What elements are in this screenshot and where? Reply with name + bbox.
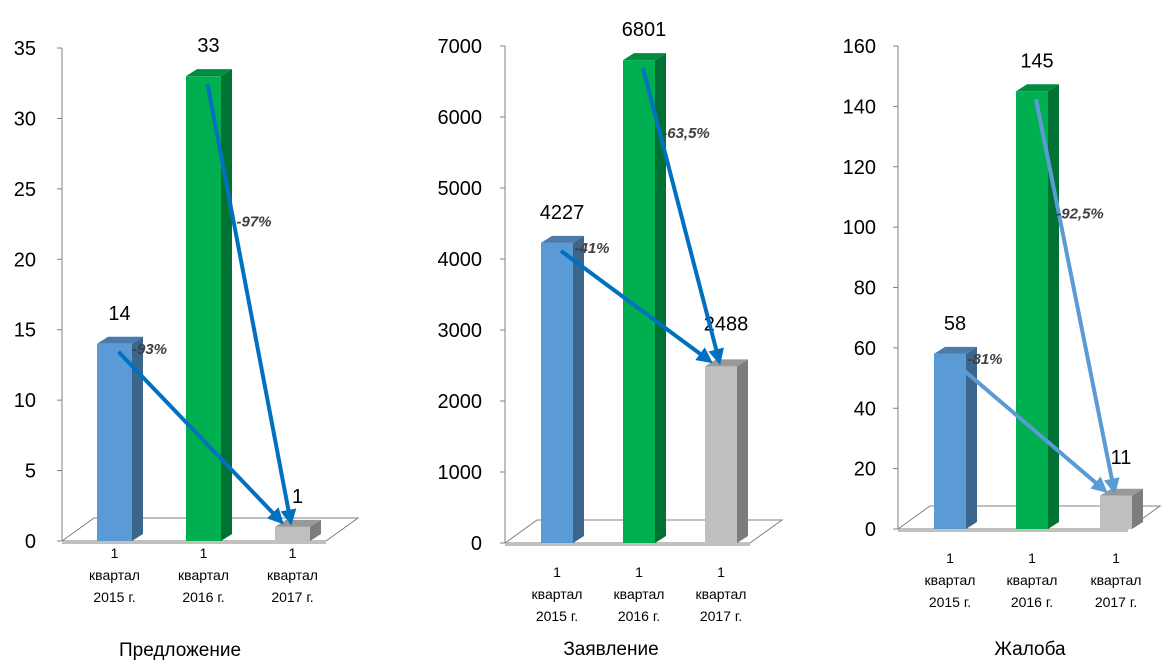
bar-front <box>1100 495 1132 529</box>
y-tick-label: 5 <box>25 461 36 483</box>
x-category-label: 1 квартал 2015 г. <box>532 564 583 624</box>
bar-side <box>966 346 977 529</box>
data-label: 1 <box>292 486 303 508</box>
y-tick-label: 0 <box>471 533 482 555</box>
change-arrow <box>641 67 724 365</box>
y-tick-label: 0 <box>865 519 876 541</box>
x-category-label: 1 квартал 2017 г. <box>267 545 318 605</box>
y-tick-label: 1000 <box>438 462 483 484</box>
bar-side <box>655 53 666 544</box>
bar-front <box>97 343 132 541</box>
change-percent-label: -97% <box>236 214 271 231</box>
change-arrow <box>1034 98 1120 495</box>
x-category-label: 1 квартал 2016 г. <box>1007 550 1058 610</box>
y-tick-label: 30 <box>14 108 36 130</box>
y-tick-label: 10 <box>14 390 36 412</box>
bar-side <box>1048 84 1059 529</box>
x-axis-title: Заявление <box>563 639 658 660</box>
bar-2017 <box>275 519 321 541</box>
data-label: 58 <box>944 313 966 335</box>
bar-front <box>1016 91 1048 529</box>
bar-side <box>573 235 584 543</box>
y-tick-label: 15 <box>14 320 36 342</box>
bar-side <box>310 519 321 541</box>
data-label: 145 <box>1020 50 1053 72</box>
change-percent-label: -92,5% <box>1056 206 1104 223</box>
y-tick-label: 60 <box>854 338 876 360</box>
y-tick-label: 3000 <box>438 320 483 342</box>
data-label: 33 <box>197 35 219 57</box>
data-label: 14 <box>108 303 130 325</box>
x-category-label: 1 квартал 2017 г. <box>1091 550 1142 610</box>
change-arrow <box>559 249 713 364</box>
y-tick-label: 0 <box>25 531 36 553</box>
bar-top <box>934 346 977 354</box>
bar-side <box>132 336 143 541</box>
bar-side <box>737 359 748 543</box>
data-label: 2488 <box>704 313 749 335</box>
y-tick-label: 20 <box>14 249 36 271</box>
bar-front <box>934 353 966 529</box>
x-axis-title: Жалоба <box>994 639 1066 660</box>
chart-predlozhenie: 0 5 10 15 20 25 30 35 14 1 квартал 2015 г. 33 1 кварта… <box>14 35 360 661</box>
x-category-label: 1 квартал 2017 г. <box>696 564 747 624</box>
change-percent-label: -93% <box>132 341 167 358</box>
bar-2015 <box>934 346 977 529</box>
x-category-label: 1 квартал 2015 г. <box>89 545 140 605</box>
x-category-label: 1 квартал 2015 г. <box>925 550 976 610</box>
change-percent-label: -81% <box>967 351 1002 368</box>
bar-front <box>186 76 221 542</box>
y-tick-label: 100 <box>843 217 876 239</box>
bar-2017 <box>1100 488 1143 529</box>
x-category-label: 1 квартал 2016 г. <box>178 545 229 605</box>
y-tick-label: 6000 <box>438 107 483 129</box>
bar-front <box>275 526 310 541</box>
y-tick-label: 140 <box>843 96 876 118</box>
bar-2015 <box>541 235 584 543</box>
bar-top <box>1016 84 1059 92</box>
data-label: 6801 <box>622 19 667 41</box>
y-tick-label: 35 <box>14 38 36 60</box>
data-label: 11 <box>1111 447 1132 469</box>
y-tick-label: 2000 <box>438 391 483 413</box>
bar-top <box>623 53 666 61</box>
chart-zayavlenie: 0 1000 2000 3000 4000 5000 6000 7000 4227 1 кварта… <box>438 19 784 660</box>
change-arrow <box>952 360 1108 493</box>
y-tick-label: 25 <box>14 179 36 201</box>
bar-top <box>541 235 584 243</box>
change-percent-label: -41% <box>574 240 609 257</box>
bar-2016 <box>1016 84 1059 529</box>
bar-top <box>97 336 143 344</box>
y-tick-label: 5000 <box>438 178 483 200</box>
bar-2015 <box>97 336 143 541</box>
bar-front <box>705 366 737 543</box>
bar-2016 <box>186 69 232 542</box>
bar-side <box>1132 488 1143 529</box>
change-arrow <box>205 83 297 526</box>
chart-zhaloba: 0 20 40 60 80 100 120 140 160 58 1 квартал 2015 г. 14… <box>843 36 1162 660</box>
y-tick-label: 7000 <box>438 36 483 58</box>
y-tick-label: 160 <box>843 36 876 58</box>
bar-front <box>541 242 573 543</box>
change-percent-label: -63,5% <box>662 125 710 142</box>
bar-2017 <box>705 359 748 543</box>
bar-2016 <box>623 53 666 544</box>
data-label: 4227 <box>540 202 585 224</box>
y-tick-label: 40 <box>854 398 876 420</box>
y-tick-label: 20 <box>854 459 876 481</box>
bar-top <box>186 69 232 77</box>
y-tick-label: 80 <box>854 278 876 300</box>
bar-side <box>221 69 232 542</box>
x-axis-title: Предложение <box>119 640 241 661</box>
change-arrow <box>117 350 284 525</box>
y-tick-label: 4000 <box>438 249 483 271</box>
x-category-label: 1 квартал 2016 г. <box>614 564 665 624</box>
y-tick-label: 120 <box>843 157 876 179</box>
